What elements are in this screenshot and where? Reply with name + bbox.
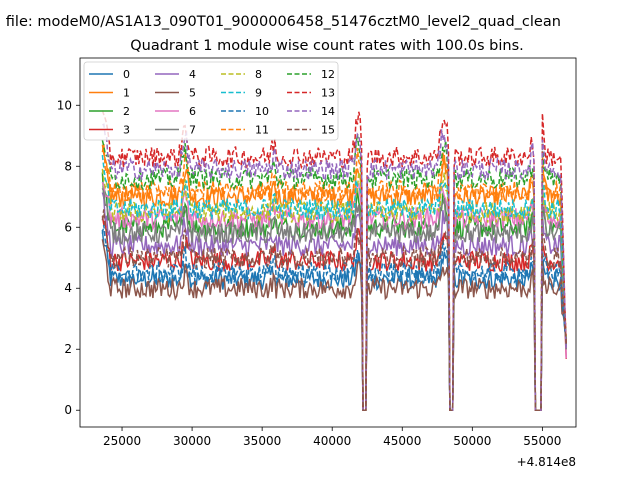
series-line-10	[101, 224, 567, 411]
legend-label: 12	[321, 68, 335, 81]
chart-title: Quadrant 1 module wise count rates with …	[130, 38, 524, 54]
x-tick-label: 25000	[103, 434, 141, 448]
series-line-11	[101, 143, 567, 411]
y-tick-label: 2	[64, 342, 72, 356]
legend-label: 7	[189, 124, 196, 137]
figure-suptitle: n file: modeM0/AS1A13_090T01_9000006458_…	[0, 14, 561, 30]
legend-label: 11	[255, 124, 269, 137]
legend-label: 2	[123, 105, 130, 118]
x-tick-label: 55000	[523, 434, 561, 448]
series-lines	[101, 110, 567, 411]
x-tick-label: 50000	[453, 434, 491, 448]
legend-label: 14	[321, 105, 335, 118]
x-tick-label: 45000	[383, 434, 421, 448]
x-offset-label: +4.814e8	[517, 455, 576, 469]
legend-label: 10	[255, 105, 269, 118]
legend-box	[83, 61, 339, 141]
legend-label: 4	[189, 68, 196, 81]
series-line-2	[101, 172, 567, 411]
plot-area: 25000 30000 35000 40000 45000 50000 55000 0 2 4 6…	[57, 57, 577, 469]
axes-frame	[79, 57, 577, 428]
series-line-15	[101, 209, 567, 411]
series-line-7	[101, 187, 567, 411]
series-line-13	[101, 110, 567, 411]
y-tick-label: 4	[64, 281, 72, 295]
legend-label: 13	[321, 87, 335, 100]
y-tick-label: 10	[57, 98, 72, 112]
y-tick-label: 0	[64, 403, 72, 417]
x-tick-label: 35000	[243, 434, 281, 448]
series-line-8	[101, 168, 567, 411]
legend-label: 8	[255, 68, 262, 81]
y-axis: 0 2 4 6 8 10	[57, 98, 80, 417]
legend-label: 5	[189, 87, 196, 100]
legend-label: 1	[123, 87, 130, 100]
x-tick-label: 40000	[313, 434, 351, 448]
y-tick-label: 8	[64, 159, 72, 173]
x-tick-label: 30000	[173, 434, 211, 448]
legend-label: 15	[321, 124, 335, 137]
x-axis: 25000 30000 35000 40000 45000 50000 55000	[103, 427, 561, 448]
legend-label: 6	[189, 105, 196, 118]
legend-label: 0	[123, 68, 130, 81]
series-line-4	[101, 192, 567, 411]
y-tick-label: 6	[64, 220, 72, 234]
series-line-14	[102, 123, 567, 411]
legend-label: 9	[255, 87, 262, 100]
series-line-5	[101, 239, 567, 411]
legend-label: 3	[123, 124, 130, 137]
series-line-1	[101, 144, 567, 411]
series-line-9	[101, 155, 567, 411]
